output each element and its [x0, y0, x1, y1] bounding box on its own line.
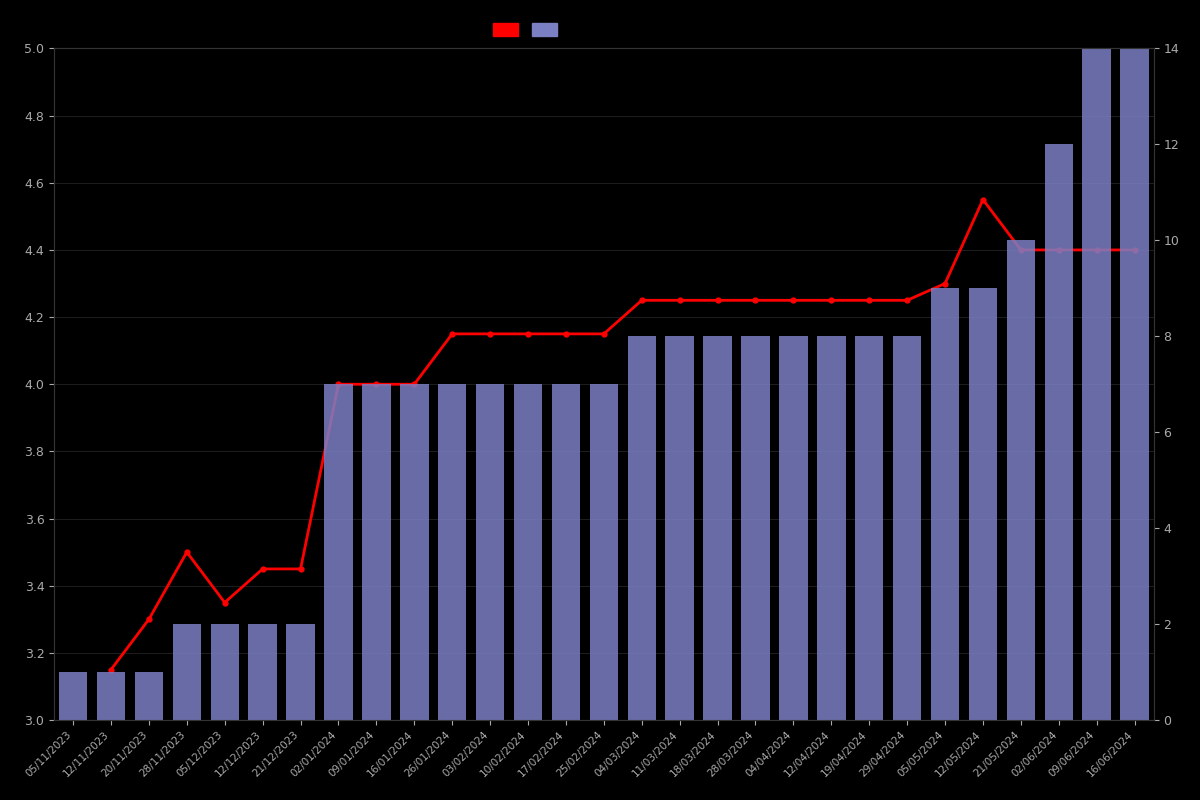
Bar [476, 384, 504, 720]
Bar [628, 336, 656, 720]
Bar [1044, 145, 1073, 720]
Bar [134, 672, 163, 720]
Bar [1007, 240, 1036, 720]
Bar [552, 384, 580, 720]
Bar [287, 624, 314, 720]
Bar [968, 288, 997, 720]
Bar [817, 336, 846, 720]
Bar [248, 624, 277, 720]
Bar [779, 336, 808, 720]
Bar [400, 384, 428, 720]
Bar [438, 384, 467, 720]
Bar [893, 336, 922, 720]
Bar [589, 384, 618, 720]
Bar [856, 336, 883, 720]
Bar [59, 672, 88, 720]
Bar [666, 336, 694, 720]
Bar [703, 336, 732, 720]
Bar [931, 288, 959, 720]
Legend: , : , [488, 18, 565, 42]
Bar [97, 672, 125, 720]
Bar [173, 624, 202, 720]
Bar [1121, 49, 1148, 720]
Bar [1082, 49, 1111, 720]
Bar [362, 384, 390, 720]
Bar [742, 336, 769, 720]
Bar [210, 624, 239, 720]
Bar [514, 384, 542, 720]
Bar [324, 384, 353, 720]
